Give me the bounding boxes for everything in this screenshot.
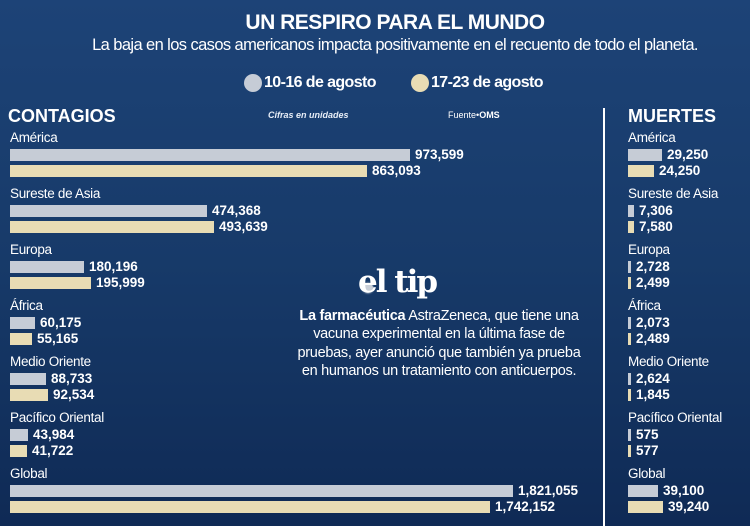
bar bbox=[628, 389, 631, 401]
category-label: Pacífico Oriental bbox=[628, 410, 722, 425]
bar bbox=[628, 165, 654, 177]
bar bbox=[10, 485, 513, 497]
category-label: Sureste de Asia bbox=[10, 186, 101, 201]
page-title: UN RESPIRO PARA EL MUNDO bbox=[245, 11, 545, 34]
data-label: 60,175 bbox=[40, 315, 82, 330]
data-label: 493,639 bbox=[219, 219, 268, 234]
data-label: 2,624 bbox=[636, 371, 670, 386]
data-label: 39,100 bbox=[663, 483, 705, 498]
legend-item-week1: 10-16 de agosto bbox=[244, 74, 377, 92]
bar bbox=[628, 373, 631, 385]
category-label: África bbox=[10, 298, 43, 313]
data-label: 973,599 bbox=[415, 147, 464, 162]
source-value: OMS bbox=[479, 110, 500, 120]
data-label: 41,722 bbox=[32, 443, 74, 458]
data-label: 1,845 bbox=[636, 387, 670, 402]
bar bbox=[10, 445, 27, 457]
category-label: América bbox=[10, 130, 58, 145]
data-label: 92,534 bbox=[53, 387, 95, 402]
bar bbox=[628, 317, 631, 329]
bar bbox=[10, 333, 32, 345]
data-label: 575 bbox=[636, 427, 659, 442]
bar bbox=[10, 389, 48, 401]
bar bbox=[628, 501, 663, 513]
bar bbox=[10, 501, 490, 513]
data-label: 7,580 bbox=[639, 219, 673, 234]
source-label: Fuente bbox=[448, 110, 477, 120]
tip-bold: La farmacéutica bbox=[299, 308, 406, 324]
legend-label: 17-23 de agosto bbox=[431, 74, 544, 91]
legend-item-week2: 17-23 de agosto bbox=[411, 74, 544, 92]
legend-label: 10-16 de agosto bbox=[264, 74, 377, 91]
data-label: 2,728 bbox=[636, 259, 670, 274]
category-label: Medio Oriente bbox=[628, 354, 709, 369]
bar bbox=[10, 149, 410, 161]
units-note: Cifras en unidades bbox=[268, 110, 349, 120]
bar bbox=[628, 429, 631, 441]
bullet-icon bbox=[363, 283, 373, 293]
bar bbox=[10, 221, 214, 233]
data-label: 2,073 bbox=[636, 315, 670, 330]
tip-body: AstraZeneca, que tiene una vacuna experi… bbox=[297, 308, 581, 379]
bar bbox=[628, 149, 662, 161]
data-label: 180,196 bbox=[89, 259, 138, 274]
bar bbox=[10, 205, 207, 217]
legend-swatch bbox=[244, 74, 262, 92]
data-label: 39,240 bbox=[668, 499, 710, 514]
bar bbox=[10, 373, 46, 385]
bar bbox=[10, 317, 35, 329]
data-label: 55,165 bbox=[37, 331, 79, 346]
bar bbox=[628, 205, 634, 217]
data-label: 195,999 bbox=[96, 275, 145, 290]
data-label: 43,984 bbox=[33, 427, 75, 442]
page-subtitle: La baja en los casos americanos impacta … bbox=[92, 36, 698, 54]
bar bbox=[10, 261, 84, 273]
category-label: Europa bbox=[628, 242, 670, 257]
bar bbox=[628, 485, 658, 497]
data-label: 863,093 bbox=[372, 163, 421, 178]
data-label: 1,821,055 bbox=[518, 483, 579, 498]
data-label: 88,733 bbox=[51, 371, 93, 386]
bar bbox=[628, 261, 631, 273]
bar bbox=[628, 333, 631, 345]
bar bbox=[10, 277, 91, 289]
data-label: 29,250 bbox=[667, 147, 709, 162]
category-label: Global bbox=[10, 466, 48, 481]
data-label: 577 bbox=[636, 443, 659, 458]
category-label: Europa bbox=[10, 242, 52, 257]
data-label: 474,368 bbox=[212, 203, 261, 218]
data-label: 7,306 bbox=[639, 203, 673, 218]
divider bbox=[603, 108, 605, 526]
category-label: África bbox=[628, 298, 661, 313]
data-label: 24,250 bbox=[659, 163, 701, 178]
category-label: Pacífico Oriental bbox=[10, 410, 104, 425]
muertes-title: MUERTES bbox=[628, 106, 717, 126]
source-note: Fuente•OMS bbox=[448, 110, 500, 120]
category-label: Sureste de Asia bbox=[628, 186, 719, 201]
legend-swatch bbox=[411, 74, 429, 92]
data-label: 2,499 bbox=[636, 275, 670, 290]
category-label: Global bbox=[628, 466, 666, 481]
category-label: Medio Oriente bbox=[10, 354, 91, 369]
category-label: América bbox=[628, 130, 676, 145]
tip-logo: el tip bbox=[358, 264, 438, 300]
bar bbox=[628, 445, 631, 457]
data-label: 1,742,152 bbox=[495, 499, 556, 514]
tip-text: La farmacéutica AstraZeneca, que tiene u… bbox=[294, 307, 584, 380]
bar bbox=[628, 277, 631, 289]
data-label: 2,489 bbox=[636, 331, 670, 346]
bar bbox=[10, 429, 28, 441]
bar bbox=[10, 165, 367, 177]
bar bbox=[628, 221, 634, 233]
contagios-title: CONTAGIOS bbox=[8, 106, 116, 126]
